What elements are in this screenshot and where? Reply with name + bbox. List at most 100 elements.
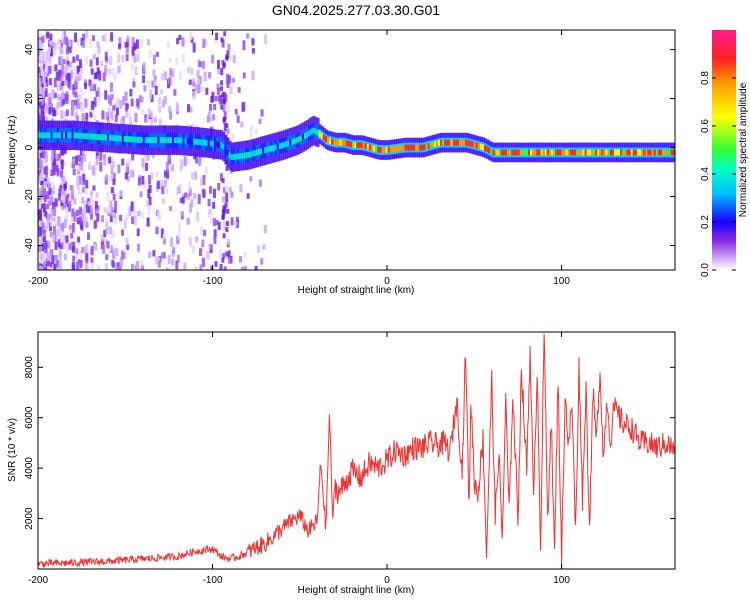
ridge-core — [303, 132, 307, 139]
noise-cell — [75, 155, 79, 166]
noise-cell — [197, 194, 201, 205]
noise-cell — [46, 49, 50, 59]
noise-cell — [218, 249, 222, 259]
ridge-core — [184, 137, 188, 144]
ridge-core — [312, 127, 316, 134]
noise-cell — [110, 164, 114, 175]
noise-cell — [132, 77, 136, 85]
noise-cell — [78, 206, 82, 215]
noise-cell — [71, 222, 75, 233]
ridge-core — [567, 149, 571, 156]
noise-cell — [162, 252, 166, 259]
ridge-core — [105, 134, 109, 141]
ridge-core — [316, 129, 320, 136]
ridge-core — [469, 140, 473, 147]
ridge-core — [396, 145, 400, 152]
noise-cell — [107, 175, 111, 183]
noise-cell — [190, 67, 194, 75]
figure-title: GN04.2025.277.03.30.G01 — [272, 2, 440, 18]
noise-cell — [110, 206, 114, 213]
noise-cell — [112, 261, 116, 268]
noise-cell — [125, 237, 129, 246]
noise-cell — [64, 36, 68, 43]
noise-cell — [228, 186, 232, 193]
noise-cell — [72, 168, 76, 176]
ridge-core — [542, 149, 546, 156]
noise-cell — [46, 203, 50, 210]
noise-cell — [254, 265, 258, 270]
ridge-core — [358, 142, 362, 149]
noise-cell — [161, 198, 165, 204]
ridge-core — [86, 133, 90, 140]
ridge-core — [444, 139, 448, 146]
ridge-core — [387, 146, 391, 153]
noise-cell — [44, 153, 48, 164]
noise-cell — [119, 190, 123, 197]
noise-cell — [241, 102, 245, 113]
ridge-core — [544, 149, 548, 156]
ridge-core — [471, 141, 475, 148]
noise-cell — [61, 188, 65, 197]
noise-cell — [136, 53, 140, 62]
ridge-core — [645, 149, 649, 156]
ridge-core — [295, 137, 299, 144]
noise-cell — [243, 266, 247, 270]
noise-cell — [85, 30, 89, 39]
ridge-core — [247, 151, 251, 158]
noise-cell — [60, 56, 64, 65]
streak-cell — [222, 98, 226, 104]
noise-cell — [145, 199, 149, 207]
noise-cell — [60, 167, 64, 178]
noise-cell — [76, 217, 80, 225]
noise-cell — [50, 169, 54, 177]
noise-cell — [158, 118, 162, 127]
noise-cell — [176, 38, 180, 45]
ridge-core — [599, 149, 603, 156]
noise-cell — [230, 217, 234, 226]
noise-cell — [155, 171, 159, 178]
ridge-core — [201, 139, 205, 146]
ridge-core — [249, 151, 253, 158]
ridge-core — [347, 140, 351, 147]
noise-cell — [189, 106, 193, 113]
snr-y-ticks: 2000 4000 6000 8000 — [24, 356, 675, 530]
noise-cell — [190, 37, 194, 43]
ridge-core — [40, 132, 44, 139]
noise-cell — [57, 239, 61, 248]
ridge-core — [88, 133, 92, 140]
noise-cell — [76, 209, 80, 217]
noise-cell — [152, 54, 156, 65]
noise-cell — [163, 170, 167, 178]
ridge-core — [532, 149, 536, 156]
ridge-core — [71, 132, 75, 139]
noise-cell — [180, 210, 184, 217]
noise-cell — [81, 40, 85, 48]
ridge-core — [211, 140, 215, 147]
noise-cell — [141, 158, 145, 168]
ridge-core — [329, 138, 333, 145]
ridge-core — [337, 139, 341, 146]
noise-cell — [58, 188, 62, 197]
ridge-core — [440, 139, 444, 146]
ridge-core — [280, 142, 284, 149]
noise-cell — [42, 86, 46, 95]
noise-cell — [48, 107, 52, 115]
ridge-core — [251, 150, 255, 157]
noise-cell — [49, 262, 53, 268]
noise-cell — [111, 230, 115, 239]
noise-cell — [231, 133, 235, 141]
noise-cell — [230, 191, 234, 198]
noise-cell — [108, 242, 112, 251]
ridge-core — [283, 141, 287, 148]
ridge-core — [523, 149, 527, 156]
ridge-core — [109, 134, 113, 141]
ridge-core — [548, 149, 552, 156]
streak-cell — [223, 31, 227, 37]
noise-cell — [236, 115, 240, 123]
noise-cell — [96, 41, 100, 47]
ridge-core — [490, 148, 494, 155]
noise-cell — [171, 250, 175, 257]
noise-cell — [67, 204, 71, 212]
noise-cell — [48, 46, 52, 54]
